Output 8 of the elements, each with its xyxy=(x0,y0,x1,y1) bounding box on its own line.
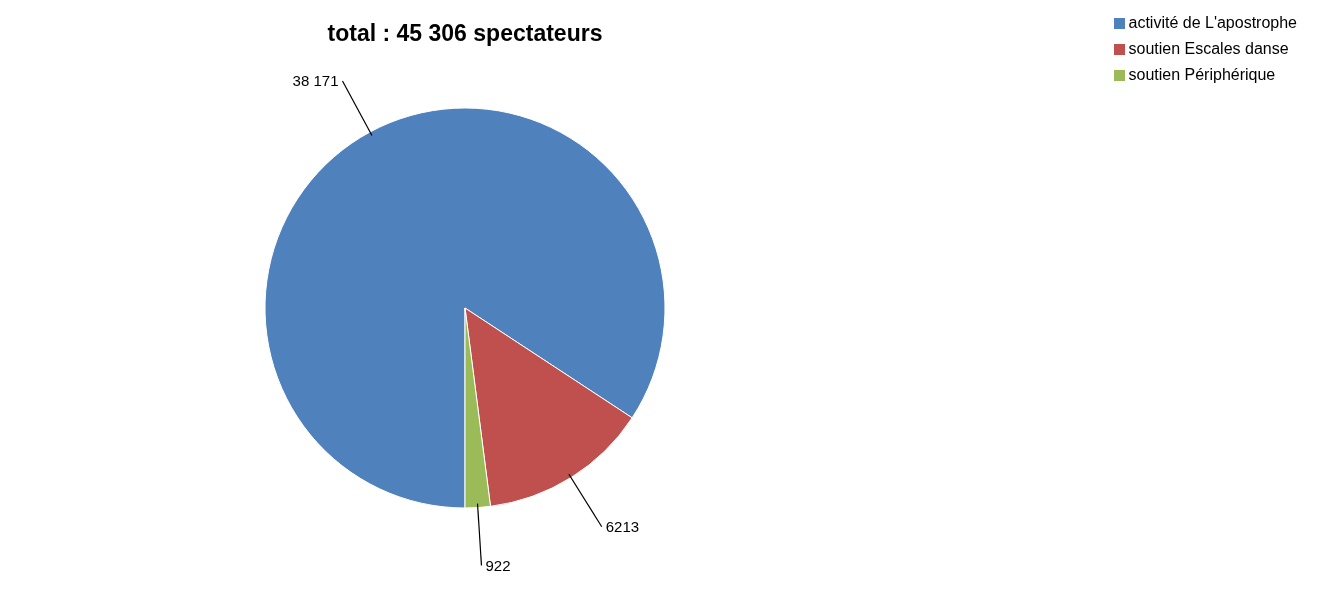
data-label: 6213 xyxy=(605,518,640,536)
legend-label: soutien Périphérique xyxy=(1128,66,1276,83)
data-label: 38 171 xyxy=(292,72,339,90)
pie-slice xyxy=(264,107,666,509)
legend-label: soutien Escales danse xyxy=(1128,40,1289,57)
data-label: 922 xyxy=(485,556,511,574)
legend-label: activité de L'apostrophe xyxy=(1128,14,1297,31)
chart-title: total : 45 306 spectateurs xyxy=(326,20,604,47)
